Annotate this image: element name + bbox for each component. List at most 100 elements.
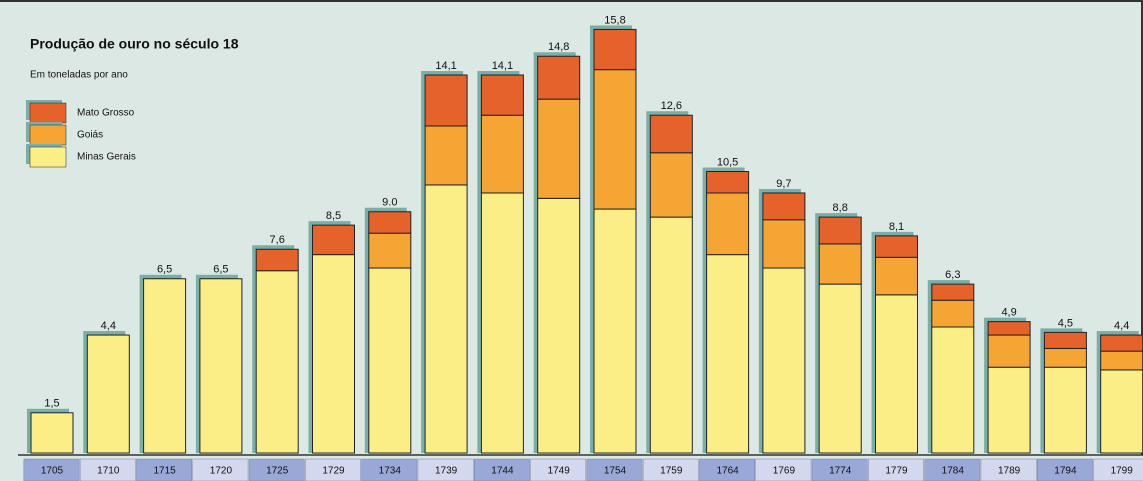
category-cell <box>924 458 981 481</box>
bar-segment <box>706 254 750 454</box>
category-cell <box>1093 458 1143 481</box>
total-label: 12,6 <box>661 100 682 112</box>
category-cell <box>474 458 530 481</box>
category-cell <box>980 458 1037 481</box>
category-cell <box>248 458 305 481</box>
total-label: 15,8 <box>604 14 625 26</box>
bar-segment <box>762 267 806 454</box>
total-label: 8,5 <box>326 210 341 222</box>
bar-segment <box>593 69 637 210</box>
x-tick-label: 1794 <box>1054 466 1077 477</box>
legend-swatch <box>29 124 67 146</box>
bar-segment <box>368 211 412 234</box>
total-label: 6,3 <box>945 269 960 281</box>
bar-segment <box>818 243 862 285</box>
total-label: 4,4 <box>1114 320 1129 332</box>
bar-segment <box>1043 331 1087 349</box>
bar-segment <box>86 334 130 454</box>
bar-segment <box>255 248 299 272</box>
total-label: 4,9 <box>1001 307 1016 319</box>
category-cell <box>136 458 192 481</box>
bar-segment <box>875 235 918 258</box>
bar-segment <box>255 270 299 454</box>
total-label: 4,5 <box>1058 317 1073 329</box>
bar-segment <box>706 171 750 194</box>
legend-swatch <box>29 146 67 168</box>
x-tick-label: 1759 <box>660 466 683 477</box>
total-label: 14,1 <box>435 60 456 72</box>
x-tick-label: 1739 <box>435 466 458 477</box>
bar-segment <box>987 321 1031 336</box>
bar-segment <box>368 232 412 269</box>
x-tick-label: 1779 <box>885 466 908 477</box>
total-label: 9,7 <box>776 178 791 190</box>
bar-segment <box>480 74 524 116</box>
total-label: 8,1 <box>889 221 904 233</box>
x-tick-label: 1799 <box>1111 466 1134 477</box>
bar-segment <box>706 192 750 256</box>
bar-segment <box>537 98 581 199</box>
category-cell <box>417 458 474 481</box>
category-cell <box>79 458 136 481</box>
bar-segment <box>593 28 637 71</box>
legend-swatch <box>29 102 67 124</box>
x-tick-label: 1734 <box>379 466 402 477</box>
bar-segment <box>875 256 918 296</box>
bar-segment <box>1100 369 1143 454</box>
x-tick-label: 1774 <box>829 466 852 477</box>
x-tick-label: 1764 <box>716 466 739 477</box>
bar-segment <box>1100 334 1143 352</box>
x-tick-label: 1784 <box>942 466 965 477</box>
category-cell <box>192 458 249 481</box>
chart-subtitle: Em toneladas por ano <box>30 70 128 81</box>
category-cell <box>699 458 756 481</box>
legend-label: Goiás <box>77 130 103 141</box>
x-tick-label: 1725 <box>266 466 289 477</box>
bar-segment <box>424 74 468 127</box>
x-tick-label: 1705 <box>41 466 64 477</box>
bar-segment <box>931 283 975 301</box>
total-label: 14,8 <box>548 41 569 53</box>
total-label: 10,5 <box>717 156 738 168</box>
total-label: 8,8 <box>833 202 848 214</box>
x-tick-label: 1789 <box>998 466 1021 477</box>
category-cell <box>868 458 924 481</box>
bar-segment <box>875 294 918 454</box>
bar-segment <box>1043 347 1087 368</box>
bar-segment <box>987 366 1031 454</box>
total-label: 6,5 <box>157 264 172 276</box>
bar-segment <box>762 219 806 269</box>
chart-title: Produção de ouro no século 18 <box>30 36 239 52</box>
total-label: 6,5 <box>213 264 228 276</box>
bar-segment <box>199 278 243 454</box>
bar-segment <box>537 197 581 454</box>
bar-segment <box>480 114 524 194</box>
category-cell <box>361 458 418 481</box>
x-tick-label: 1729 <box>322 466 345 477</box>
x-tick-label: 1769 <box>773 466 796 477</box>
bar-segment <box>480 192 524 454</box>
x-tick-label: 1744 <box>491 466 514 477</box>
bar-segment <box>312 254 355 454</box>
x-tick-label: 1749 <box>548 466 571 477</box>
bar-segment <box>593 208 637 454</box>
bar-segment <box>1100 350 1143 371</box>
bar-segment <box>368 267 412 454</box>
bar-segment <box>762 192 806 221</box>
category-cell <box>305 458 361 481</box>
bar-segment <box>931 299 975 328</box>
x-tick-label: 1754 <box>604 466 627 477</box>
total-label: 4,4 <box>101 320 116 332</box>
bar-segment <box>30 412 74 454</box>
bar-segment <box>424 125 468 186</box>
total-label: 14,1 <box>492 60 513 72</box>
category-cell <box>755 458 812 481</box>
total-label: 7,6 <box>270 234 285 246</box>
category-cell <box>530 458 587 481</box>
total-label: 1,5 <box>44 398 59 410</box>
category-cell <box>586 458 643 481</box>
bar-segment <box>1043 366 1087 454</box>
bar-segment <box>143 278 187 454</box>
bar-segment <box>818 283 862 454</box>
category-cell <box>811 458 868 481</box>
